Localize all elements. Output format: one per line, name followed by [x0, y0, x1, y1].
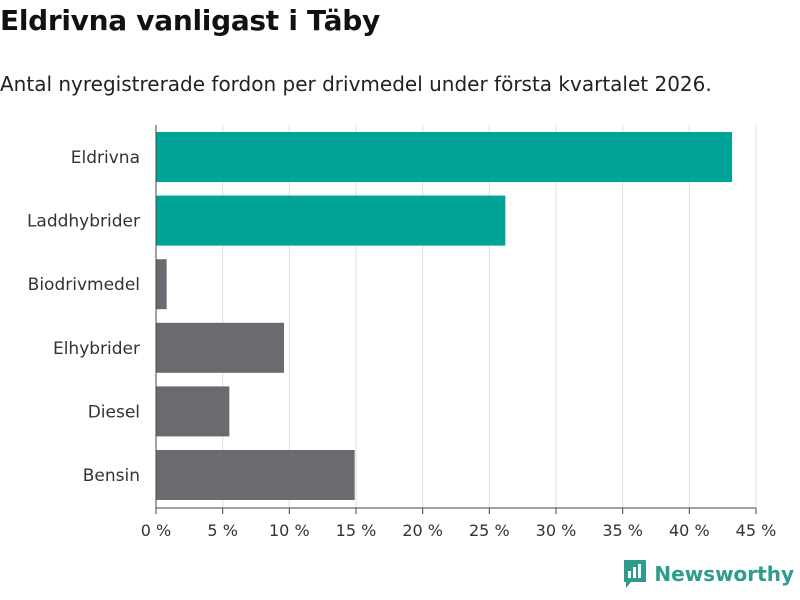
- bar-elhybrider: [156, 322, 284, 373]
- bars: [156, 132, 732, 500]
- x-axis: 0 % 5 % 10 % 15 % 20 % 25 % 30 % 35 % 40 % 45 %: [141, 125, 777, 540]
- category-label: Diesel: [88, 402, 140, 422]
- category-labels: Eldrivna Laddhybrider Biodrivmedel Elhybrid…: [27, 148, 140, 486]
- newsworthy-logo[interactable]: Newsworthy: [622, 558, 794, 590]
- x-tick-label: 5 %: [207, 521, 237, 540]
- bar-eldrivna: [156, 132, 732, 182]
- x-tick-label: 40 %: [669, 521, 710, 540]
- x-tick-label: 10 %: [269, 521, 310, 540]
- newsworthy-logo-icon: [624, 560, 647, 588]
- category-label: Biodrivmedel: [28, 275, 140, 295]
- bar-laddhybrider: [156, 195, 506, 246]
- x-tick-label: 15 %: [336, 521, 377, 540]
- category-label: Elhybrider: [53, 339, 140, 359]
- chart-title: Eldrivna vanligast i Täby: [0, 4, 380, 37]
- bar-biodrivmedel: [156, 259, 167, 310]
- x-tick-label: 25 %: [469, 521, 510, 540]
- bar-diesel: [156, 386, 230, 437]
- newsworthy-logo-text: Newsworthy: [654, 562, 794, 586]
- category-label: Bensin: [83, 466, 140, 486]
- x-tick-label: 35 %: [602, 521, 643, 540]
- category-label: Laddhybrider: [27, 212, 140, 232]
- x-tick-label: 20 %: [402, 521, 443, 540]
- chart-subtitle: Antal nyregistrerade fordon per drivmede…: [0, 72, 712, 96]
- x-tick-label: 45 %: [736, 521, 777, 540]
- x-tick-label: 0 %: [141, 521, 171, 540]
- gridlines: [222, 125, 757, 508]
- bar-bensin: [156, 450, 355, 500]
- bar-chart: Eldrivna Laddhybrider Biodrivmedel Elhybrid…: [27, 125, 777, 540]
- x-tick-label: 30 %: [536, 521, 577, 540]
- category-label: Eldrivna: [71, 148, 140, 168]
